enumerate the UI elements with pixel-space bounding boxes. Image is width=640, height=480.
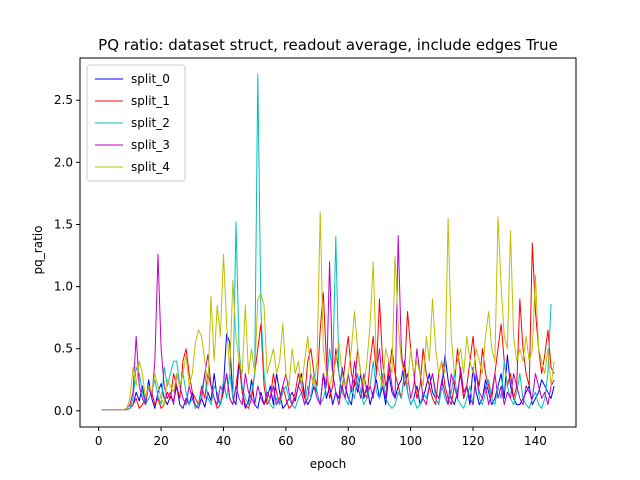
legend-label-split_4: split_4 — [131, 160, 170, 174]
y-tick-label: 2.5 — [54, 93, 73, 107]
x-tick-label: 20 — [153, 434, 168, 448]
legend-box — [86, 64, 186, 182]
x-axis-label: epoch — [310, 457, 347, 471]
x-tick-label: 140 — [524, 434, 547, 448]
y-tick-label: 1.0 — [54, 280, 73, 294]
y-axis-ticks: 0.0 0.5 1.0 1.5 2.0 2.5 — [54, 93, 80, 418]
legend-label-split_0: split_0 — [131, 72, 170, 86]
legend: split_0 split_1 split_2 split_3 split_4 — [86, 64, 186, 182]
chart-title: PQ ratio: dataset struct, readout averag… — [98, 36, 558, 54]
y-tick-label: 0.0 — [54, 404, 73, 418]
y-tick-label: 1.5 — [54, 217, 73, 231]
legend-label-split_1: split_1 — [131, 94, 170, 108]
y-tick-label: 2.0 — [54, 155, 73, 169]
y-axis-label: pq_ratio — [31, 226, 45, 275]
x-tick-label: 60 — [278, 434, 293, 448]
y-tick-label: 0.5 — [54, 342, 73, 356]
x-tick-label: 0 — [95, 434, 103, 448]
x-tick-label: 80 — [341, 434, 356, 448]
series-line-split_4 — [101, 211, 555, 411]
x-tick-label: 120 — [462, 434, 485, 448]
plot-frame — [79, 57, 577, 428]
plot-lines — [101, 73, 555, 411]
x-axis-ticks: 0 20 40 60 80 100 120 140 — [95, 427, 547, 448]
legend-label-split_3: split_3 — [131, 138, 170, 152]
legend-label-split_2: split_2 — [131, 116, 170, 130]
x-tick-label: 40 — [216, 434, 231, 448]
x-tick-label: 100 — [399, 434, 422, 448]
